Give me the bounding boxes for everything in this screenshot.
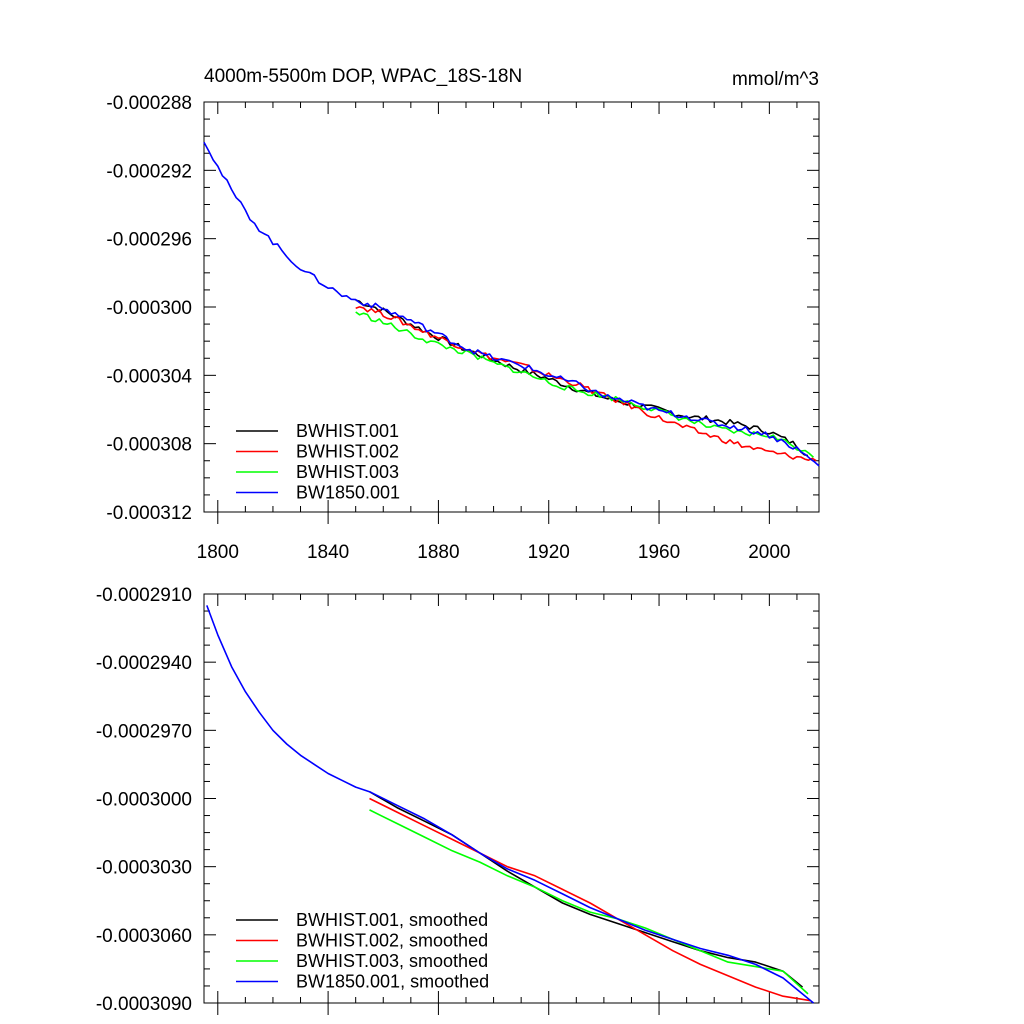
- y-tick-label: -0.0003030: [96, 858, 192, 879]
- y-tick-label: -0.000312: [106, 503, 192, 524]
- y-tick-label: -0.000296: [106, 230, 192, 251]
- y-tick-label: -0.000304: [106, 366, 192, 387]
- series-line-bwhist-002-smoothed: [369, 797, 811, 1002]
- x-tick-label: 1920: [528, 542, 570, 563]
- series-line-bwhist-002: [355, 306, 817, 462]
- x-axis: [217, 594, 798, 1015]
- x-tick-label: 1880: [417, 542, 459, 563]
- series-line-bw1850-001-smoothed: [206, 605, 815, 1004]
- y-tick-label: -0.0002910: [96, 585, 192, 606]
- y-tick-label: -0.0003060: [96, 926, 192, 947]
- x-tick-label: 1800: [197, 542, 239, 563]
- series-lines: [206, 605, 815, 1004]
- y-tick-label: -0.0003090: [96, 994, 192, 1015]
- legend-label: BWHIST.001, smoothed: [296, 910, 488, 930]
- y-tick-label: -0.000300: [106, 298, 192, 319]
- series-line-bw1850-001: [203, 141, 820, 467]
- series-line-bwhist-003-smoothed: [369, 809, 809, 995]
- legend-label: BWHIST.003, smoothed: [296, 951, 488, 971]
- y-tick-label: -0.0002970: [96, 721, 192, 742]
- y-tick-label: -0.000308: [106, 435, 192, 456]
- series-line-bwhist-003: [355, 311, 815, 458]
- y-tick-label: -0.000288: [106, 93, 192, 114]
- series-lines: [203, 141, 820, 467]
- bottom-panel: -0.0002910 -0.0002940 -0.0002970 -0.0003000…: [96, 585, 820, 1015]
- y-axis: -0.0002910 -0.0002940 -0.0002970 -0.0003000…: [96, 585, 819, 1015]
- chart-title: 4000m-5500m DOP, WPAC_18S-18N: [204, 66, 522, 87]
- legend-label: BWHIST.002: [296, 442, 399, 462]
- legend-label: BWHIST.002, smoothed: [296, 931, 488, 951]
- x-tick-label: 1840: [307, 542, 349, 563]
- units-label: mmol/m^3: [732, 69, 819, 90]
- legend-label: BW1850.001, smoothed: [296, 972, 489, 992]
- y-tick-label: -0.0002940: [96, 653, 192, 674]
- legend-label: BWHIST.003: [296, 462, 399, 482]
- y-axis: -0.000288 -0.000292 -0.000296 -0.000300 -0.0…: [106, 93, 819, 524]
- y-tick-label: -0.0003000: [96, 790, 192, 811]
- series-line-bwhist-001: [355, 299, 809, 457]
- y-tick-label: -0.000292: [106, 161, 192, 182]
- legend-label: BW1850.001: [296, 483, 400, 503]
- legend-label: BWHIST.001: [296, 421, 399, 441]
- x-axis: 1800 1840 1880 1920 1960 2000: [197, 102, 798, 563]
- x-tick-label: 1960: [638, 542, 680, 563]
- top-panel: 4000m-5500m DOP, WPAC_18S-18N mmol/m^3 -…: [106, 66, 820, 563]
- x-tick-label: 2000: [748, 542, 790, 563]
